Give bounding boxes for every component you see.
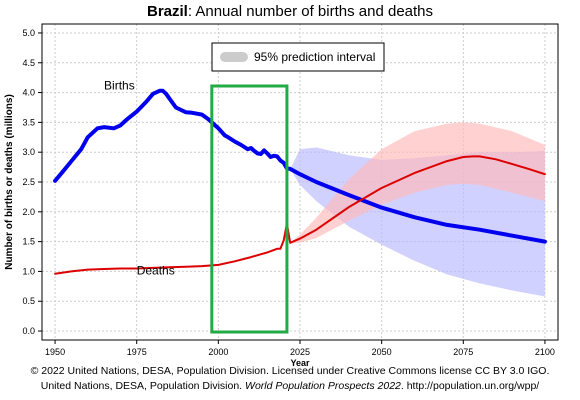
x-tick-label: 1950 — [45, 347, 65, 357]
legend-label: 95% prediction interval — [254, 50, 375, 64]
series-line-births — [53, 88, 547, 244]
highlight-box — [210, 84, 289, 334]
y-tick-label: 5.0 — [22, 28, 35, 38]
y-tick-label: 3.5 — [22, 117, 35, 127]
y-tick-label: 0.0 — [22, 326, 35, 336]
series-line-deaths — [54, 155, 546, 275]
legend-swatch — [220, 52, 248, 62]
x-tick-label: 2025 — [290, 347, 310, 357]
y-tick-label: 4.5 — [22, 58, 35, 68]
y-tick-label: 4.0 — [22, 88, 35, 98]
chart-title-country: Brazil — [146, 3, 188, 20]
y-tick-label: 3.0 — [22, 147, 35, 157]
prediction-interval-deaths — [290, 122, 545, 243]
credits-source: United Nations, DESA, Population Divisio… — [0, 380, 580, 392]
x-tick-label: 2100 — [535, 347, 555, 357]
credits-source-prefix: United Nations, DESA, Population Divisio… — [40, 380, 246, 392]
chart-title: Brazil: Annual number of births and deat… — [0, 3, 580, 20]
chart-title-suffix: : Annual number of births and deaths — [187, 3, 434, 20]
x-tick-label: 2050 — [372, 347, 392, 357]
y-tick-label: 1.0 — [22, 266, 35, 276]
y-axis-label: Number of births or deaths (millions) — [4, 94, 15, 270]
series-label-births: Births — [104, 79, 135, 93]
x-tick-label: 2075 — [453, 347, 473, 357]
x-tick-label: 2000 — [208, 347, 228, 357]
credits-source-suffix: . http://population.un.org/wpp/ — [400, 380, 540, 392]
credits-license: © 2022 United Nations, DESA, Population … — [30, 365, 550, 377]
x-axis-label: Year — [290, 358, 310, 368]
y-tick-label: 2.0 — [22, 207, 35, 217]
series-label-deaths: Deaths — [137, 263, 175, 277]
y-tick-label: 0.5 — [22, 296, 35, 306]
y-tick-label: 2.5 — [22, 177, 35, 187]
y-tick-label: 1.5 — [22, 237, 35, 247]
credits-source-title: World Population Prospects 2022 — [245, 380, 401, 392]
x-tick-label: 1975 — [127, 347, 147, 357]
